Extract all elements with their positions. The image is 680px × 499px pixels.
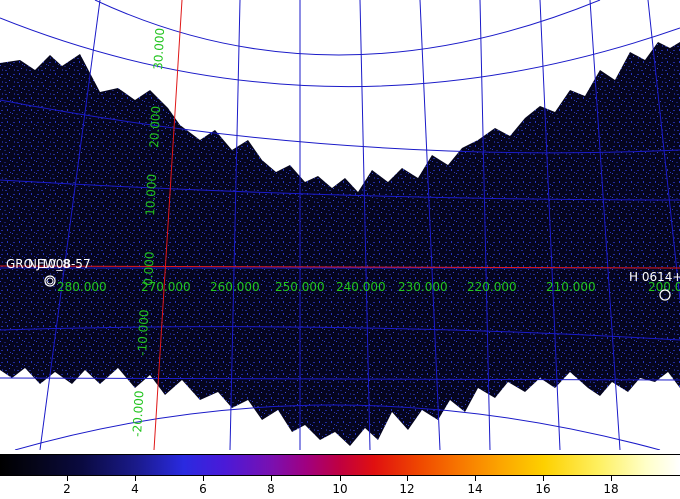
colorbar-label: 6	[199, 482, 207, 496]
colorbar-tick	[543, 476, 544, 481]
dec-label: -10.000	[135, 309, 151, 356]
colorbar-tick	[203, 476, 204, 481]
colorbar-label: 12	[399, 482, 415, 496]
sky-map[interactable]: 280.000 270.000 260.000 250.000 240.000 …	[0, 0, 680, 450]
colorbar-label: 2	[63, 482, 71, 496]
source-label: NEW_8	[28, 257, 70, 271]
colorbar-tick	[271, 476, 272, 481]
colorbar-tick	[67, 476, 68, 481]
colorbar-tick	[135, 476, 136, 481]
colorbar-label: 14	[467, 482, 483, 496]
ra-label: 210.000	[546, 280, 596, 294]
exposure-region	[0, 42, 680, 446]
ra-label: 260.000	[210, 280, 260, 294]
source-label: H 0614+0	[629, 270, 680, 284]
dec-label: 0.000	[141, 251, 157, 286]
ra-label: 280.000	[57, 280, 107, 294]
colorbar-tick	[407, 476, 408, 481]
colorbar-tick	[475, 476, 476, 481]
dec-label: 30.000	[151, 27, 167, 70]
source-circle[interactable]	[46, 277, 54, 285]
colorbar-tick	[340, 476, 341, 481]
reference-lines	[0, 0, 680, 450]
dec-label: 10.000	[143, 173, 159, 216]
colorbar-label: 10	[332, 482, 348, 496]
ra-label: 200.0	[648, 280, 680, 294]
dec-label: 20.000	[147, 105, 163, 148]
source-circle[interactable]	[659, 289, 671, 301]
colorbar-label: 16	[535, 482, 551, 496]
dec-label: -20.000	[130, 390, 146, 437]
ra-axis-labels: 280.000 270.000 260.000 250.000 240.000 …	[57, 280, 680, 294]
colorbar-tick	[611, 476, 612, 481]
ra-label: 270.000	[141, 280, 191, 294]
source-label: GRO J1008-57	[6, 257, 91, 271]
source-circle[interactable]	[44, 275, 56, 287]
colorbar: 2 4 6 8 10 12 14 16 18	[0, 452, 680, 499]
dec-axis-labels: 30.000 20.000 10.000 0.000 -10.000 -20.0…	[130, 27, 167, 437]
ra-label: 220.000	[467, 280, 517, 294]
colorbar-label: 18	[603, 482, 619, 496]
colorbar-gradient	[0, 454, 680, 476]
ra-label: 250.000	[275, 280, 325, 294]
sky-image-panel[interactable]: 280.000 270.000 260.000 250.000 240.000 …	[0, 0, 680, 450]
coordinate-grid	[0, 0, 680, 450]
colorbar-label: 4	[131, 482, 139, 496]
ra-label: 240.000	[336, 280, 386, 294]
source-markers[interactable]: GRO J1008-57 NEW_8 H 0614+0	[6, 257, 680, 301]
colorbar-label: 8	[267, 482, 275, 496]
ra-label: 230.000	[398, 280, 448, 294]
